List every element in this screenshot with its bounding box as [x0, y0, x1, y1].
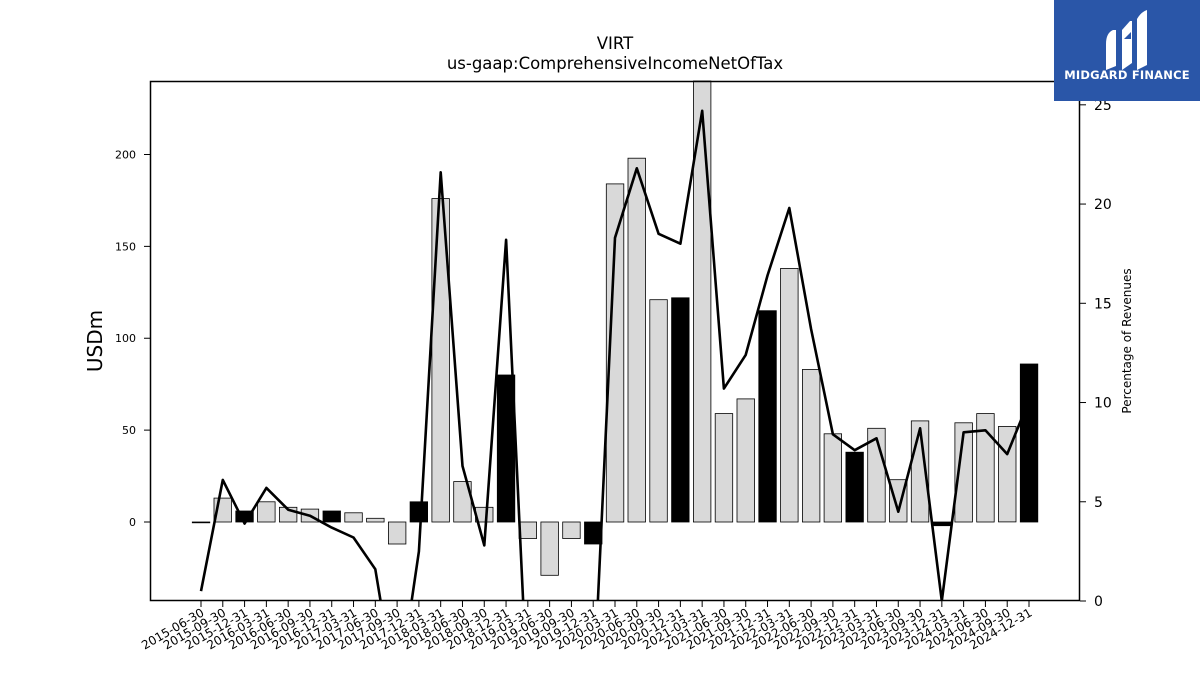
bar [322, 510, 341, 523]
y2-tick-label: 25 [1094, 98, 1112, 114]
bar [932, 521, 951, 527]
midgard-finance-logo: MIDGARD FINANCE [1054, 0, 1200, 101]
plot-frame [149, 80, 1081, 602]
bar [191, 521, 211, 524]
bar [780, 267, 799, 523]
chart-title: VIRT [597, 34, 634, 53]
y2-tick-label: 10 [1094, 396, 1112, 412]
bar [409, 501, 429, 523]
bar [431, 198, 450, 523]
y-tick-label: 200 [115, 148, 136, 161]
bar [1019, 363, 1039, 523]
bar [736, 398, 755, 523]
bar [387, 521, 407, 545]
bar [845, 451, 864, 523]
bar [496, 374, 516, 523]
bar [344, 512, 363, 523]
bar [954, 422, 973, 523]
y2-tick-label: 0 [1094, 594, 1103, 610]
logo-mark-icon [1106, 10, 1147, 70]
bar [671, 297, 690, 523]
bar [714, 413, 734, 523]
bar [562, 521, 581, 539]
bar [649, 299, 668, 523]
y-axis-label: USDm [83, 310, 107, 372]
percentage-line [199, 109, 1031, 601]
y2-tick-label: 15 [1094, 296, 1112, 312]
bar [540, 521, 559, 576]
y2-axis-label: Percentage of Revenues [1120, 268, 1134, 413]
bar [758, 310, 777, 523]
logo-text: MIDGARD FINANCE [1064, 68, 1190, 82]
y2-tick-label: 20 [1094, 197, 1112, 213]
chart-subtitle: us-gaap:ComprehensiveIncomeNetOfTax [447, 54, 784, 73]
bar [976, 413, 995, 523]
bar [257, 501, 276, 523]
bar [627, 157, 646, 523]
bar [802, 369, 821, 523]
bar [584, 521, 603, 545]
y-tick-label: 150 [115, 240, 136, 253]
bar [605, 183, 625, 523]
bar [366, 517, 385, 523]
bar [518, 521, 537, 539]
y-tick-label: 0 [129, 516, 136, 529]
y2-tick-label: 5 [1094, 495, 1103, 511]
bar [823, 433, 842, 523]
y-tick-label: 50 [122, 424, 136, 437]
y-tick-label: 100 [115, 332, 136, 345]
